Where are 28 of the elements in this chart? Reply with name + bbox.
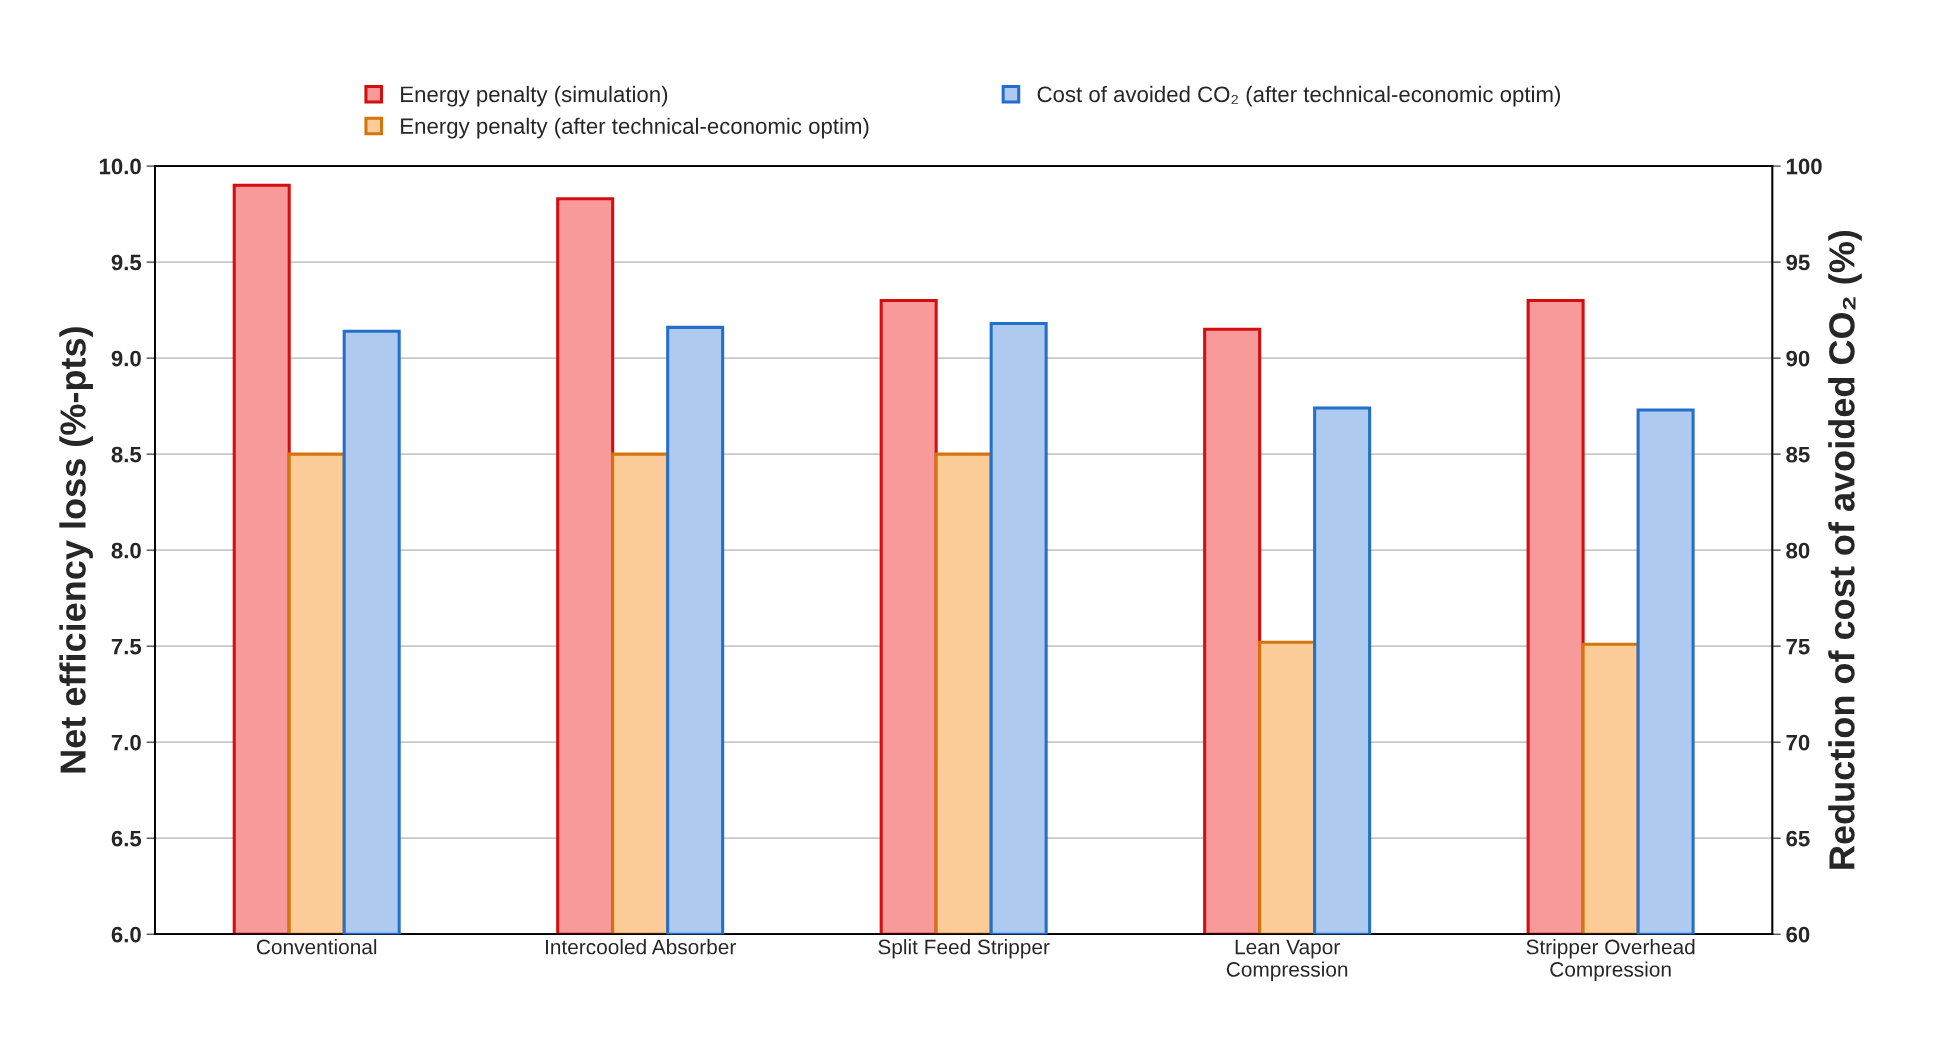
y-tick-label: 6.0: [111, 926, 141, 943]
legend-label: Energy penalty (after technical-economic optim): [401, 117, 869, 139]
x-tick-label: Lean Vapor Compression: [1226, 939, 1348, 981]
y2-tick-label: 95: [1786, 254, 1810, 271]
y2-tick-label: 100: [1786, 158, 1822, 175]
y2-tick-label: 75: [1786, 638, 1810, 655]
y-tick-label: 6.5: [111, 830, 142, 847]
legend-label: Cost of avoided CO₂ (after technical-economic optim): [1037, 85, 1561, 107]
y2-tick-label: 85: [1786, 446, 1810, 463]
y-tick-label: 8.5: [111, 446, 142, 463]
y2-tick-label: 65: [1786, 830, 1810, 847]
y2-tick-label: 70: [1786, 734, 1810, 751]
y-tick-label: 8.0: [111, 542, 141, 559]
y-tick-label: 7.5: [111, 638, 142, 655]
x-tick-label: Stripper Overhead Compression: [1526, 939, 1695, 981]
y-axis-title: Net efficiency loss (%-pts): [59, 327, 93, 773]
x-tick-label: Intercooled Absorber: [545, 939, 736, 955]
y-tick-label: 10.0: [99, 158, 141, 175]
legend-label: Energy penalty (simulation): [401, 85, 668, 107]
y2-tick-label: 80: [1786, 542, 1810, 559]
x-tick-label: Conventional: [256, 939, 377, 955]
x-tick-label: Split Feed Stripper: [878, 939, 1050, 959]
y-tick-label: 9.0: [111, 350, 141, 367]
y2-tick-label: 90: [1786, 350, 1810, 367]
y-tick-label: 9.5: [111, 254, 142, 271]
y2-axis-title: Reduction of cost of avoided CO₂ (%): [1828, 230, 1862, 869]
y-tick-label: 7.0: [111, 734, 141, 751]
y2-tick-label: 60: [1786, 926, 1810, 943]
